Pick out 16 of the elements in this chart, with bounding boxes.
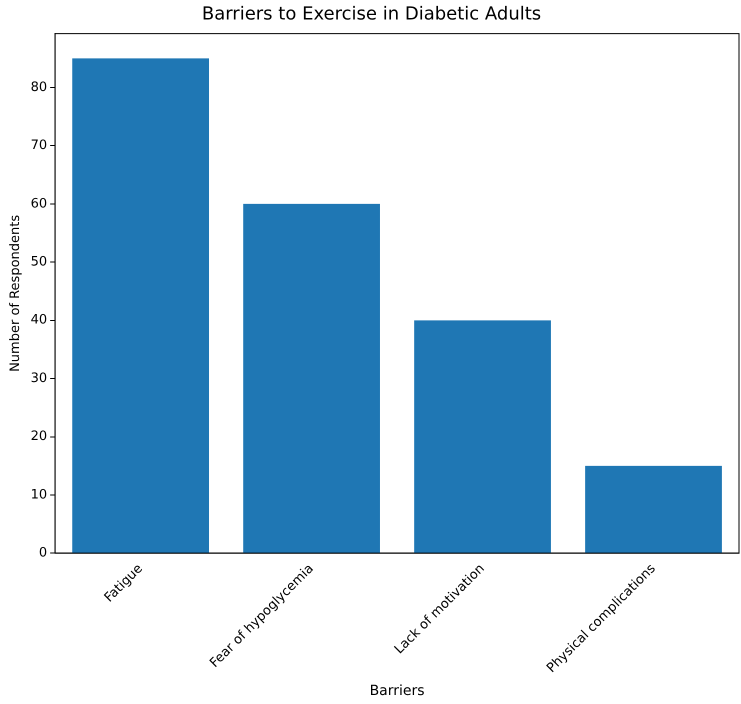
y-tick-label: 40 [30,312,48,328]
bar [585,466,722,553]
y-tick-label: 0 [38,546,48,561]
y-tick-label: 10 [30,487,48,502]
bar [243,204,380,553]
y-axis-title: Number of Respondents [8,214,24,372]
bar [414,320,551,553]
y-tick-label: 60 [30,196,48,212]
bar [72,58,210,553]
y-tick-label: 80 [30,80,48,95]
x-axis-title: Barriers [370,683,425,700]
chart-title: Barriers to Exercise in Diabetic Adults [202,3,542,24]
y-tick-label: 70 [30,138,48,154]
y-tick-label: 20 [30,429,48,444]
y-tick-label: 50 [30,254,48,270]
y-tick-label: 30 [30,370,48,386]
